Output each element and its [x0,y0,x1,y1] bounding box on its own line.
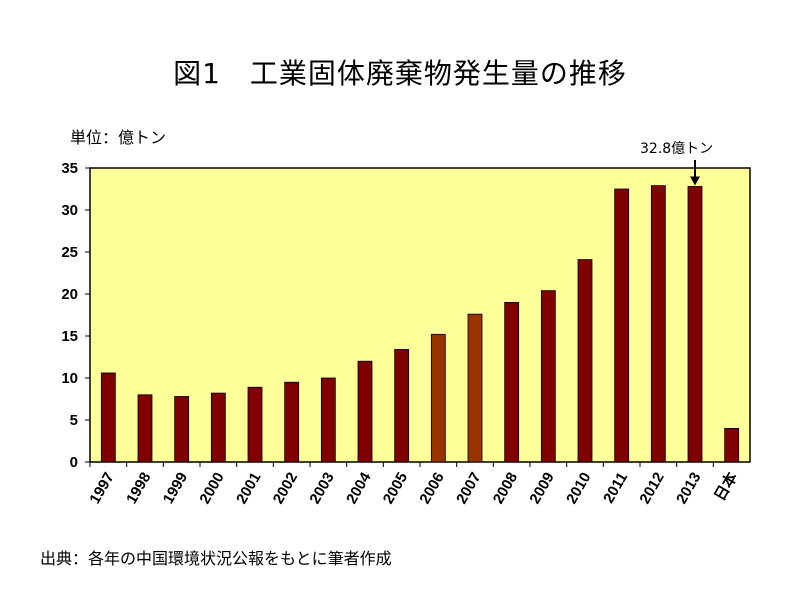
bar-2001 [247,386,263,463]
y-tick-label: 30 [61,202,78,219]
bar-2002 [284,381,300,463]
x-tick-label: 2011 [600,470,631,507]
bar-1998 [137,394,153,463]
bar-1997 [100,372,116,463]
x-tick-label: 日本 [711,469,742,504]
x-tick-label: 2010 [563,470,594,507]
x-tick-label: 2002 [270,470,301,507]
y-tick-label: 10 [61,370,78,387]
x-tick-label: 2013 [673,470,704,507]
chart-title: 図1 工業固体廃棄物発生量の推移 [173,57,627,90]
y-tick-label: 35 [61,160,78,177]
annotation-arrow [690,160,700,186]
y-tick-label: 25 [61,244,78,261]
bar-2009 [540,290,556,463]
y-tick-label: 15 [61,328,78,345]
x-tick-label: 2008 [490,470,521,507]
x-tick-label: 2005 [380,470,411,507]
bar-2013 [687,186,703,463]
y-axis: 0 5 10 15 20 25 30 35 [61,160,90,471]
bar-2012 [650,185,666,463]
x-tick-label: 1999 [160,470,191,507]
x-tick-label: 2003 [306,470,337,507]
bar-2000 [210,392,226,463]
bar-2008 [504,301,520,463]
y-tick-label: 5 [70,412,78,429]
annotation-label: 32.8億トン [640,141,714,157]
x-tick-label: 2007 [453,470,484,507]
arrow-head [690,176,700,186]
bar-2005 [394,349,410,463]
y-tick-label: 20 [61,286,78,303]
bar-日本 [724,427,740,463]
bar-2006 [430,333,446,463]
bar-2007 [467,313,483,463]
x-tick-label: 1997 [86,470,117,507]
x-tick-label: 1998 [123,470,154,507]
bar-2003 [320,377,336,463]
bars [100,185,740,463]
bar-1999 [174,396,190,463]
x-tick-label: 2006 [416,470,447,507]
x-tick-label: 2004 [343,469,375,507]
x-tick-label: 2012 [636,470,667,507]
x-tick-label: 2009 [526,470,557,507]
x-tick-label: 2000 [196,470,227,507]
y-tick-label: 0 [70,454,78,471]
bar-2011 [614,188,630,463]
plot-area [89,167,751,463]
x-axis: 1997 1998 1999 2000 2001 2002 2003 2004 2005 2006… [86,462,741,507]
unit-label: 単位：億トン [70,128,167,147]
x-tick-label: 2001 [233,470,264,507]
source-note: 出典：各年の中国環境状況公報をもとに筆者作成 [40,549,392,568]
bar-2004 [357,360,373,463]
bar-2010 [577,259,593,463]
